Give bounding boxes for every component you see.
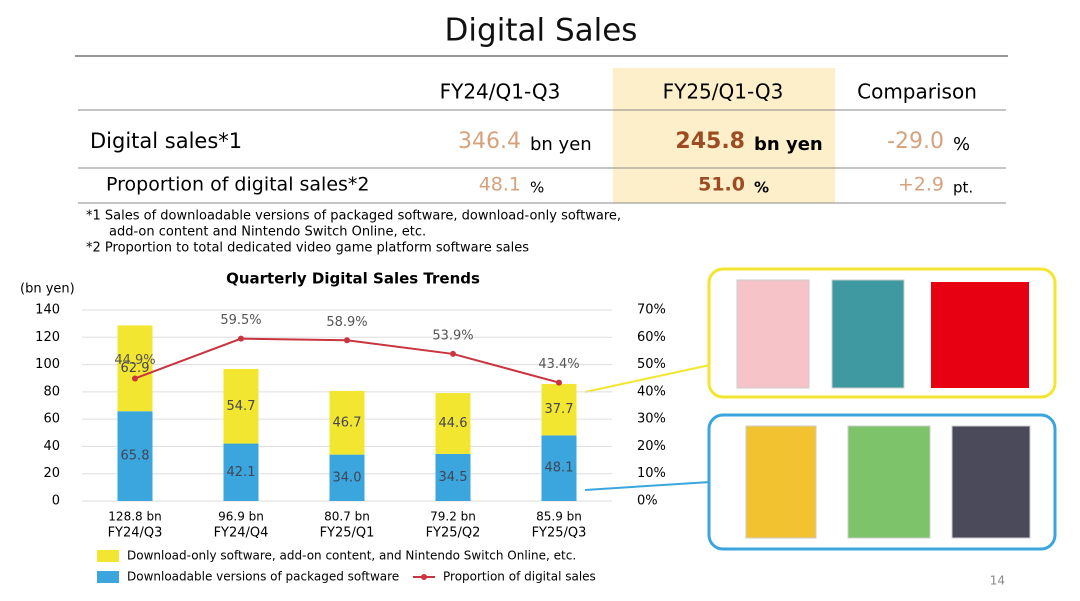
col-head: FY25/Q1-Q3 [663,80,784,104]
y-tick-label: 120 [35,330,60,345]
bar-label: 54.7 [227,399,256,414]
x-tick-label: FY25/Q1 [320,526,375,541]
line-label: 58.9% [326,315,367,330]
bar-label: 42.1 [227,465,256,480]
legend-label: Downloadable versions of packaged softwa… [127,570,399,584]
product-image [931,282,1029,388]
x-tick-label: FY24/Q4 [214,526,269,541]
bar-label: 65.8 [121,449,150,464]
unit: % [754,179,769,197]
y2-tick-label: 10% [637,466,666,481]
y-tick-label: 100 [35,357,60,372]
y2-tick-label: 50% [637,357,666,372]
bar-segment [329,454,365,501]
cell: +2.9 [898,174,944,196]
product-image [736,279,810,389]
legend-label: Download-only software, add-on content, … [127,549,576,563]
bar-segment [329,390,365,455]
legend-swatch [421,574,427,580]
col-head: Comparison [857,80,977,104]
row-label: Proportion of digital sales*2 [106,174,370,196]
product-image [831,279,905,389]
highlight [613,68,835,203]
total-label: 85.9 bn [536,510,582,524]
bar-label: 46.7 [333,415,362,430]
legend-swatch [97,571,119,583]
note: *1 Sales of downloadable versions of pac… [86,209,621,224]
unit: % [953,134,970,155]
line-label: 53.9% [432,328,473,343]
cell: 245.8 [675,129,745,154]
row-label: Digital sales*1 [90,129,242,153]
bar-label: 48.1 [545,461,574,476]
unit: bn yen [754,134,823,155]
bar-label: 62.9 [121,361,150,376]
y2-tick-label: 0% [637,494,658,509]
cell: 346.4 [458,129,521,154]
connector [584,364,711,393]
x-tick-label: FY25/Q2 [426,526,481,541]
product-image [847,425,931,539]
cell: -29.0 [887,129,944,154]
line-label: 44.9% [114,353,155,368]
y2-tick-label: 20% [637,439,666,454]
slide-title: Digital Sales [445,13,638,49]
bar-segment [435,453,471,501]
total-label: 80.7 bn [324,510,370,524]
total-label: 96.9 bn [218,510,264,524]
unit: pt. [953,179,973,197]
line-point [556,379,562,386]
chart-title: Quarterly Digital Sales Trends [226,270,480,288]
bar-segment [117,325,153,412]
line-point [238,335,244,342]
line-label: 43.4% [538,357,579,372]
line-point [450,350,456,357]
product-image [951,425,1031,539]
note: add-on content and Nintendo Switch Onlin… [109,225,426,240]
cell: 51.0 [698,174,745,196]
bar-segment [223,368,259,444]
bar-label: 44.6 [439,416,468,431]
page-number: 14 [990,574,1005,588]
y-tick-label: 20 [43,466,60,481]
y2-tick-label: 70% [637,303,666,318]
bar-segment [435,393,471,454]
bar-segment [223,443,259,501]
connector [584,481,711,491]
note: *2 Proportion to total dedicated video g… [86,241,529,256]
col-head: FY24/Q1-Q3 [440,80,561,104]
y-tick-label: 0 [52,494,60,509]
x-tick-label: FY24/Q3 [108,526,163,541]
total-label: 128.8 bn [108,510,161,524]
y2-tick-label: 30% [637,412,666,427]
legend-swatch [97,550,119,562]
y-tick-label: 40 [43,439,60,454]
product-image [745,425,817,539]
line-point [344,337,350,344]
bar-label: 37.7 [545,402,574,417]
y-axis-label: (bn yen) [20,282,75,297]
bar-label: 34.5 [439,470,468,485]
y-tick-label: 140 [35,303,60,318]
x-tick-label: FY25/Q3 [532,526,587,541]
y2-tick-label: 60% [637,330,666,345]
y2-tick-label: 40% [637,384,666,399]
bar-segment [541,383,577,436]
line [134,337,560,384]
bar-segment [117,411,153,501]
y-tick-label: 60 [43,412,60,427]
line-point [132,375,138,382]
y-tick-label: 80 [43,384,60,399]
line-label: 59.5% [220,313,261,328]
unit: % [530,179,544,197]
bar-label: 34.0 [333,470,362,485]
cell: 48.1 [479,174,521,196]
unit: bn yen [530,134,592,155]
legend-label: Proportion of digital sales [443,570,596,584]
bar-segment [541,435,577,501]
total-label: 79.2 bn [430,510,476,524]
